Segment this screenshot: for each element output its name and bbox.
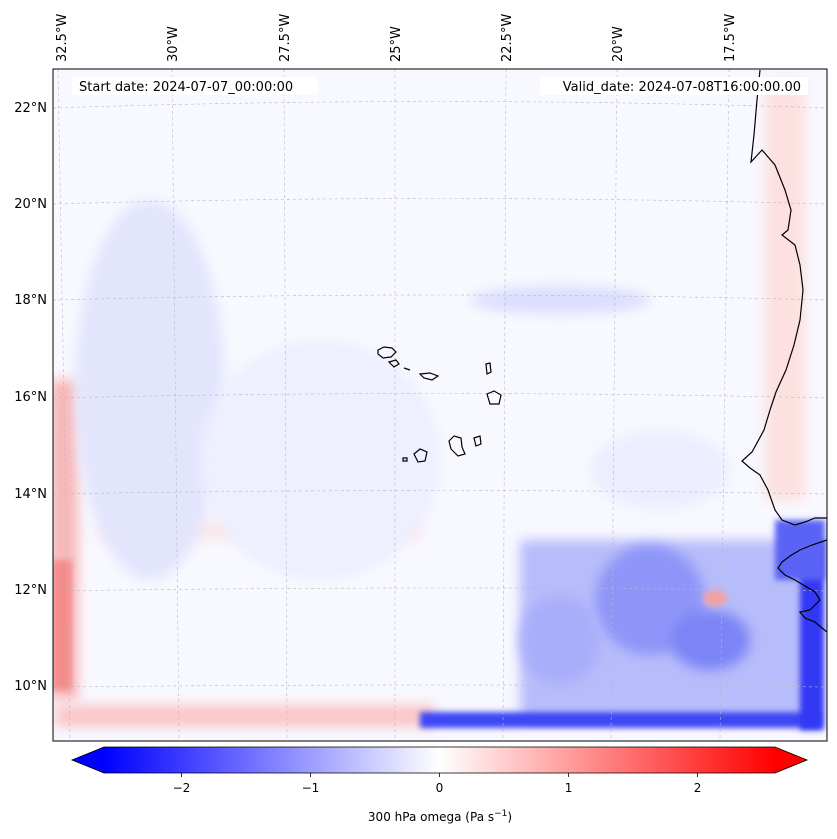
lon-label: 22.5°W bbox=[500, 14, 515, 62]
lon-label: 20°W bbox=[611, 26, 626, 62]
colorbar-ticks: −2 −1 0 1 2 bbox=[173, 773, 702, 795]
coastline-guinea bbox=[777, 539, 827, 633]
colorbar-tick-label: 1 bbox=[565, 781, 573, 795]
lon-label: 27.5°W bbox=[278, 14, 293, 62]
start-date-label: Start date: 2024-07-07_00:00:00 bbox=[79, 80, 293, 95]
colorbar-label: 300 hPa omega (Pa s−1) bbox=[368, 809, 512, 824]
lon-label: 32.5°W bbox=[55, 14, 70, 62]
coastline-africa bbox=[741, 69, 827, 526]
cape-verde-islands bbox=[377, 346, 502, 463]
colorbar: −2 −1 0 1 2 300 hPa omega (Pa s−1) bbox=[70, 746, 809, 824]
valid-date-label: Valid_date: 2024-07-08T16:00:00.00 bbox=[563, 80, 801, 95]
colorbar-tick-label: −2 bbox=[173, 781, 191, 795]
colorbar-tick-label: 2 bbox=[694, 781, 702, 795]
colorbar-tick-label: 0 bbox=[436, 781, 444, 795]
colorbar-gradient bbox=[104, 747, 775, 773]
omega-field bbox=[53, 69, 827, 741]
lon-label: 25°W bbox=[389, 26, 404, 62]
lat-label: 12°N bbox=[14, 583, 47, 598]
colorbar-extend-min bbox=[72, 747, 104, 773]
valid-date-box bbox=[540, 77, 808, 95]
lat-label: 10°N bbox=[14, 679, 47, 694]
colorbar-tick-label: −1 bbox=[302, 781, 320, 795]
lon-label: 17.5°W bbox=[723, 14, 738, 62]
graticule bbox=[53, 69, 827, 741]
lat-label: 18°N bbox=[14, 293, 47, 308]
lat-label: 16°N bbox=[14, 390, 47, 405]
start-date-box bbox=[72, 77, 318, 95]
lat-label: 22°N bbox=[14, 101, 47, 116]
map-frame bbox=[52, 68, 828, 742]
colorbar-outline bbox=[70, 746, 809, 774]
lon-label: 30°W bbox=[166, 26, 181, 62]
lat-label: 14°N bbox=[14, 487, 47, 502]
lat-label: 20°N bbox=[14, 197, 47, 212]
colorbar-extend-max bbox=[775, 747, 807, 773]
